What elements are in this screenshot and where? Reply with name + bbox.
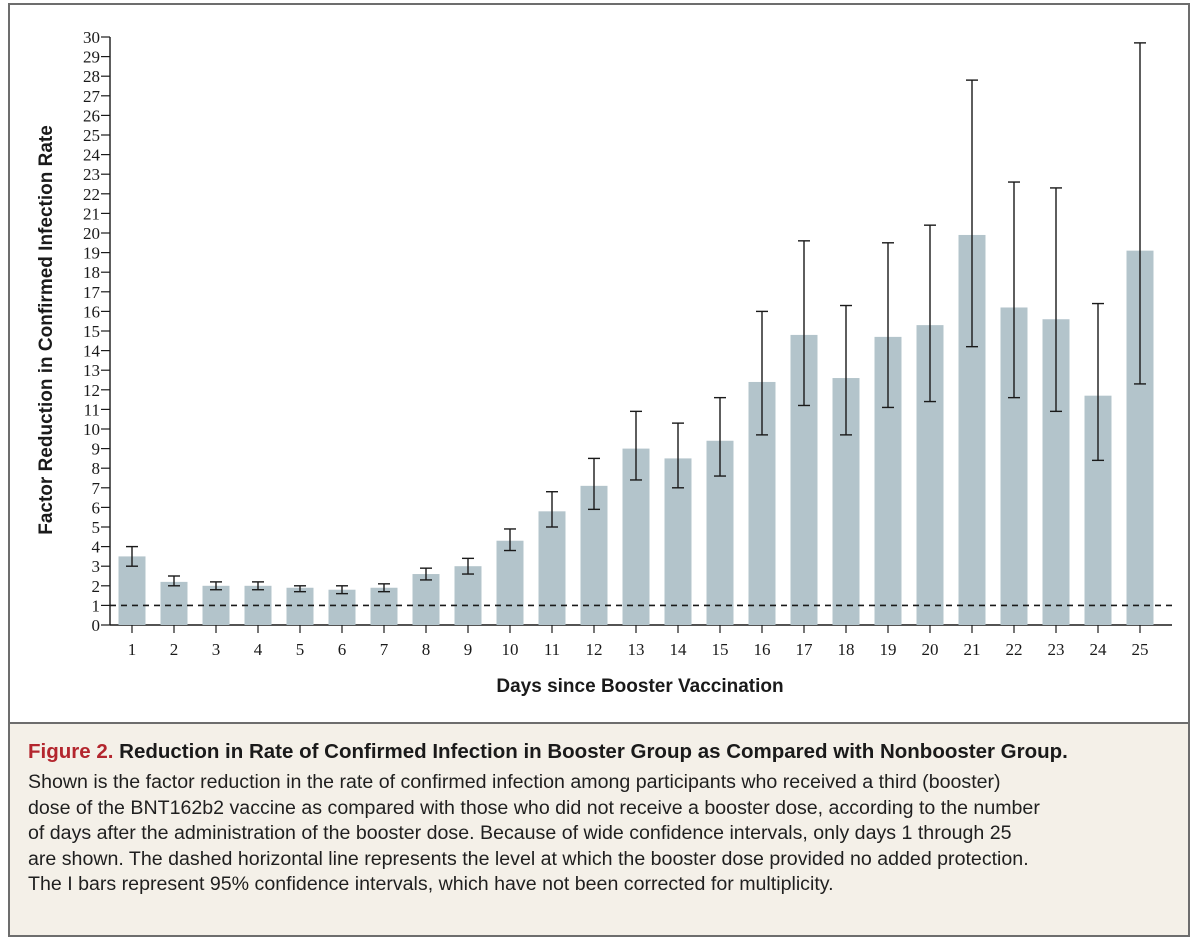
x-tick-label: 13	[628, 640, 645, 659]
x-tick-label: 16	[754, 640, 771, 659]
y-tick-label: 26	[83, 106, 100, 125]
x-tick-label: 1	[128, 640, 137, 659]
x-tick-label: 18	[838, 640, 855, 659]
x-tick-label: 21	[964, 640, 981, 659]
y-tick-label: 4	[92, 538, 101, 557]
x-tick-label: 12	[586, 640, 603, 659]
y-tick-label: 27	[83, 87, 101, 106]
bar-chart: 0123456789101112131415161718192021222324…	[36, 28, 1172, 697]
y-tick-label: 5	[92, 518, 101, 537]
y-tick-label: 1	[92, 596, 101, 615]
x-tick-label: 6	[338, 640, 347, 659]
bar	[286, 587, 314, 625]
x-tick-label: 20	[922, 640, 939, 659]
y-tick-label: 6	[92, 498, 101, 517]
y-tick-label: 0	[92, 616, 101, 635]
x-tick-label: 10	[502, 640, 519, 659]
figure-caption: Figure 2. Reduction in Rate of Confirmed…	[10, 722, 1188, 935]
y-tick-label: 25	[83, 126, 100, 145]
bar	[412, 574, 440, 625]
x-tick-label: 22	[1006, 640, 1023, 659]
y-tick-label: 17	[83, 283, 101, 302]
y-tick-label: 18	[83, 263, 100, 282]
bar	[160, 581, 188, 625]
caption-line: The I bars represent 95% confidence inte…	[28, 873, 834, 895]
x-tick-label: 4	[254, 640, 263, 659]
x-tick-label: 23	[1048, 640, 1065, 659]
bar	[370, 587, 398, 625]
y-axis: 0123456789101112131415161718192021222324…	[83, 28, 111, 635]
bar	[328, 589, 356, 625]
bar	[496, 540, 524, 625]
y-axis-title: Factor Reduction in Confirmed Infection …	[36, 125, 57, 535]
y-tick-label: 30	[83, 28, 100, 47]
figure-label: Figure 2.	[28, 740, 114, 763]
x-tick-label: 5	[296, 640, 305, 659]
caption-line: Shown is the factor reduction in the rat…	[28, 771, 1001, 793]
y-tick-label: 9	[92, 440, 101, 459]
x-tick-label: 25	[1132, 640, 1149, 659]
y-tick-label: 28	[83, 67, 100, 86]
y-tick-label: 21	[83, 204, 100, 223]
y-tick-label: 16	[83, 302, 100, 321]
y-tick-label: 11	[84, 400, 100, 419]
y-tick-label: 29	[83, 48, 100, 67]
y-tick-label: 7	[92, 479, 101, 498]
bar	[538, 511, 566, 625]
y-tick-label: 8	[92, 459, 101, 478]
y-tick-label: 12	[83, 381, 100, 400]
y-tick-label: 15	[83, 322, 100, 341]
caption-title-text: Reduction in Rate of Confirmed Infection…	[119, 740, 1068, 763]
caption-line: dose of the BNT162b2 vaccine as compared…	[28, 796, 1040, 819]
y-tick-label: 22	[83, 185, 100, 204]
y-tick-label: 24	[83, 146, 101, 165]
bar	[118, 556, 146, 625]
x-tick-label: 3	[212, 640, 221, 659]
y-tick-label: 13	[83, 361, 100, 380]
x-axis-title: Days since Booster Vaccination	[496, 676, 783, 697]
x-tick-label: 7	[380, 640, 389, 659]
x-tick-label: 15	[712, 640, 729, 659]
y-tick-label: 23	[83, 165, 100, 184]
x-tick-label: 19	[880, 640, 897, 659]
x-tick-label: 8	[422, 640, 431, 659]
y-tick-label: 2	[92, 577, 101, 596]
x-tick-label: 11	[544, 640, 560, 659]
x-tick-label: 17	[796, 640, 814, 659]
y-tick-label: 3	[92, 557, 101, 576]
bar	[454, 566, 482, 625]
x-tick-label: 24	[1090, 640, 1108, 659]
caption-title: Figure 2. Reduction in Rate of Confirmed…	[28, 738, 1170, 766]
y-tick-label: 10	[83, 420, 100, 439]
caption-body: Shown is the factor reduction in the rat…	[28, 770, 1170, 898]
y-tick-label: 19	[83, 244, 100, 263]
y-tick-label: 14	[83, 342, 101, 361]
error-bars	[126, 42, 1146, 595]
x-tick-label: 14	[670, 640, 688, 659]
x-axis: 1 2 3 4 5 6 7 8 9 10 11 12 13 14 15 16 17 18 19 20 21 22 23 24 2…	[110, 624, 1172, 659]
y-tick-label: 20	[83, 224, 100, 243]
x-tick-label: 2	[170, 640, 179, 659]
caption-line: of days after the administration of the …	[28, 822, 1012, 844]
caption-line: are shown. The dashed horizontal line re…	[28, 847, 1029, 870]
x-tick-label: 9	[464, 640, 473, 659]
